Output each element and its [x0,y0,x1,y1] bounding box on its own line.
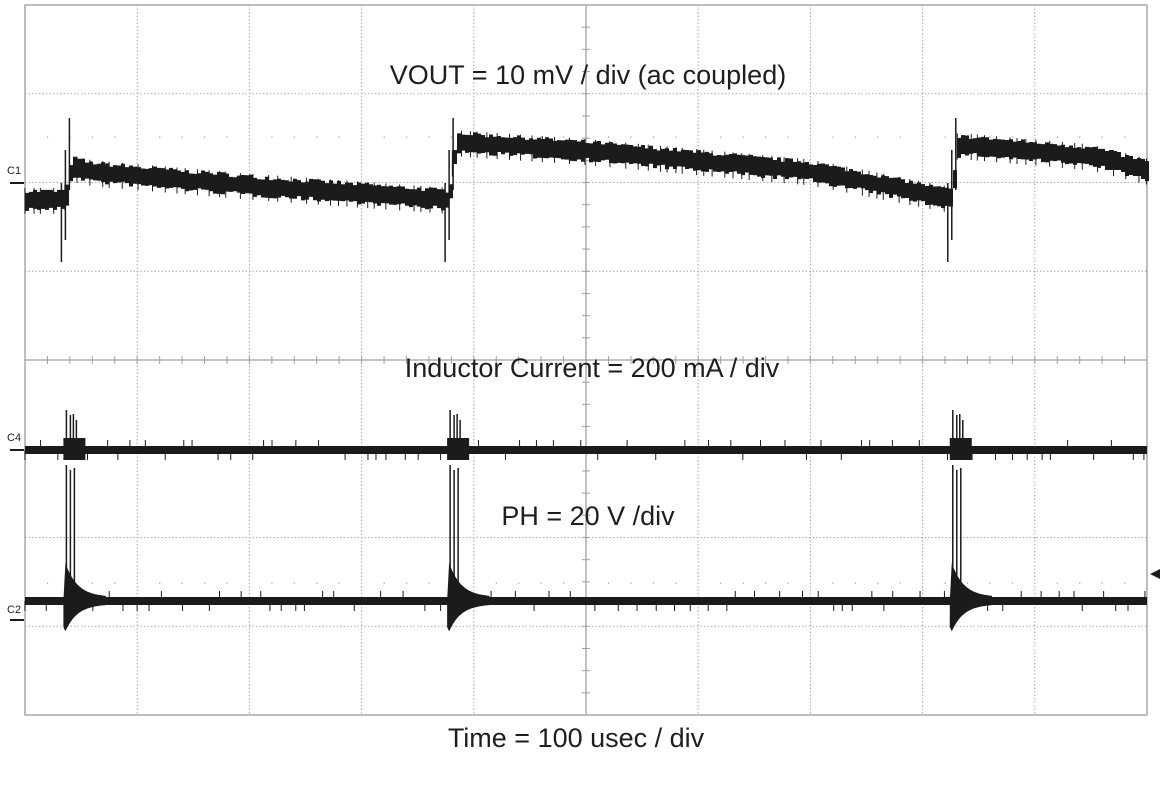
traces [24,118,1149,632]
time-scale-label: Time = 100 usec / div [447,723,705,753]
trace-ph [24,465,1147,632]
inductor-current-scale-label: Inductor Current = 200 mA / div [404,353,780,383]
ph-scale-label: PH = 20 V /div [501,501,675,531]
c1-channel-label: C1 [7,165,22,177]
c4-channel-label: C4 [7,432,22,444]
trace-vout [24,118,1149,262]
channel-markers [10,182,1160,621]
trace-inductor-current [24,410,1147,460]
c2-channel-label: C2 [7,604,22,616]
vout-scale-label: VOUT = 10 mV / div (ac coupled) [389,60,787,90]
